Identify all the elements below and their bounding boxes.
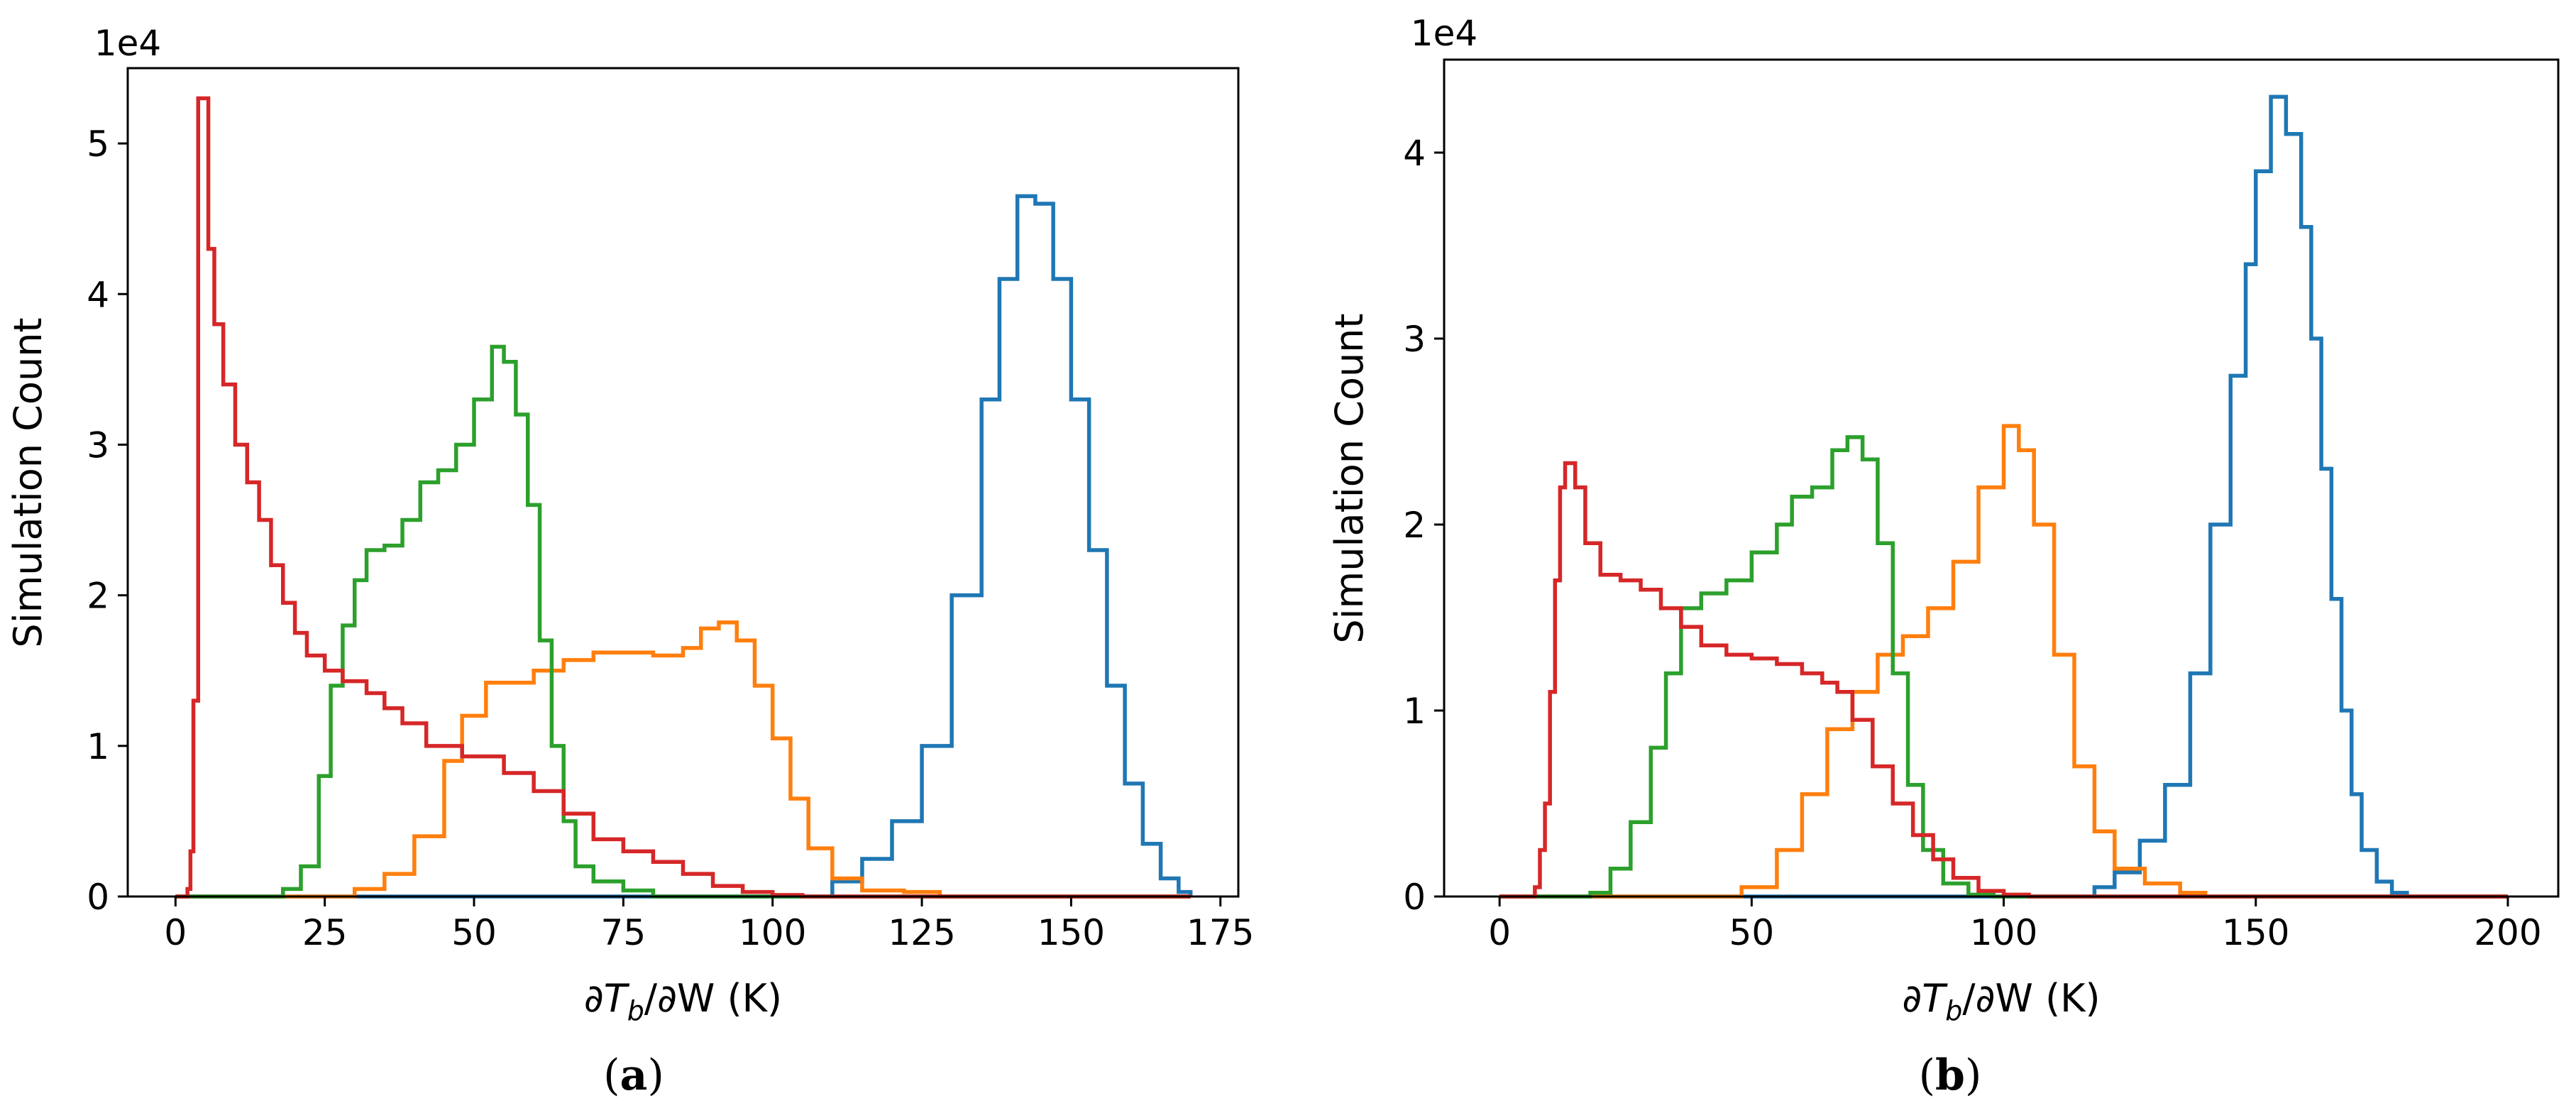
x-axis-label-suffix: /∂W (K) bbox=[1962, 976, 2100, 1021]
y-tick-label: 4 bbox=[87, 274, 109, 315]
axis-multiplier: 1e4 bbox=[1411, 13, 1477, 54]
x-tick-label: 175 bbox=[1187, 912, 1254, 953]
x-axis-label: ∂Tb/∂W (K) bbox=[584, 976, 782, 1026]
y-tick-label: 3 bbox=[1403, 319, 1426, 360]
x-tick-label: 150 bbox=[1037, 912, 1105, 953]
x-tick-label: 0 bbox=[1488, 912, 1511, 953]
y-tick-label: 1 bbox=[87, 726, 109, 767]
y-tick-label: 2 bbox=[87, 576, 109, 617]
x-tick-label: 50 bbox=[1729, 912, 1775, 953]
x-tick-label: 0 bbox=[164, 912, 187, 953]
x-tick-label: 75 bbox=[601, 912, 646, 953]
x-axis-label: ∂Tb/∂W (K) bbox=[1902, 976, 2100, 1026]
histogram-series-green bbox=[1499, 435, 2508, 899]
panel-label-letter: b bbox=[1935, 1051, 1965, 1100]
x-axis-label-sub: b bbox=[1945, 995, 1962, 1026]
histogram-series-blue bbox=[175, 194, 1193, 899]
y-tick-label: 5 bbox=[87, 124, 109, 165]
histogram-series-blue bbox=[1499, 94, 2508, 899]
panel-label-letter: a bbox=[620, 1051, 648, 1100]
y-axis-label: Simulation Count bbox=[1327, 313, 1372, 643]
histogram-series-green bbox=[175, 344, 1191, 899]
axes-frame bbox=[1443, 58, 2560, 898]
x-axis-label-prefix: ∂T bbox=[1902, 976, 1948, 1021]
x-tick-label: 25 bbox=[302, 912, 348, 953]
y-tick-label: 3 bbox=[87, 424, 109, 466]
histogram-series-orange bbox=[175, 620, 1191, 899]
x-tick-label: 100 bbox=[739, 912, 806, 953]
histogram-series-red bbox=[175, 96, 1191, 899]
chart-panel-a: 0 25 50 75 100 125 150 175 0 1 2 3 4 5 1e4 Simulation C… bbox=[6, 23, 1254, 1100]
panel-label-close: ) bbox=[647, 1051, 664, 1100]
y-axis-label: Simulation Count bbox=[6, 317, 50, 647]
axes-frame bbox=[126, 67, 1240, 898]
panel-label: (b) bbox=[1919, 1051, 1982, 1100]
panel-label-open: ( bbox=[603, 1051, 620, 1100]
x-axis-label-prefix: ∂T bbox=[584, 976, 630, 1021]
x-tick-label: 50 bbox=[451, 912, 497, 953]
y-tick-label: 2 bbox=[1403, 505, 1426, 546]
x-tick-label: 100 bbox=[1970, 912, 2037, 953]
y-tick-label: 0 bbox=[87, 877, 109, 918]
panel-label-close: ) bbox=[1965, 1051, 1981, 1100]
x-tick-label: 150 bbox=[2222, 912, 2289, 953]
x-tick-label: 200 bbox=[2474, 912, 2541, 953]
x-axis-label-sub: b bbox=[627, 995, 644, 1026]
x-axis-label-suffix: /∂W (K) bbox=[644, 976, 782, 1021]
histogram-series-orange bbox=[1499, 424, 2508, 899]
panel-label: (a) bbox=[603, 1051, 664, 1100]
histogram-series-red bbox=[1499, 461, 2508, 899]
axis-multiplier: 1e4 bbox=[94, 23, 161, 64]
y-tick-label: 0 bbox=[1403, 877, 1426, 918]
y-tick-label: 4 bbox=[1403, 133, 1426, 174]
y-tick-label: 1 bbox=[1403, 691, 1426, 732]
panel-label-open: ( bbox=[1919, 1051, 1935, 1100]
x-tick-label: 125 bbox=[888, 912, 955, 953]
